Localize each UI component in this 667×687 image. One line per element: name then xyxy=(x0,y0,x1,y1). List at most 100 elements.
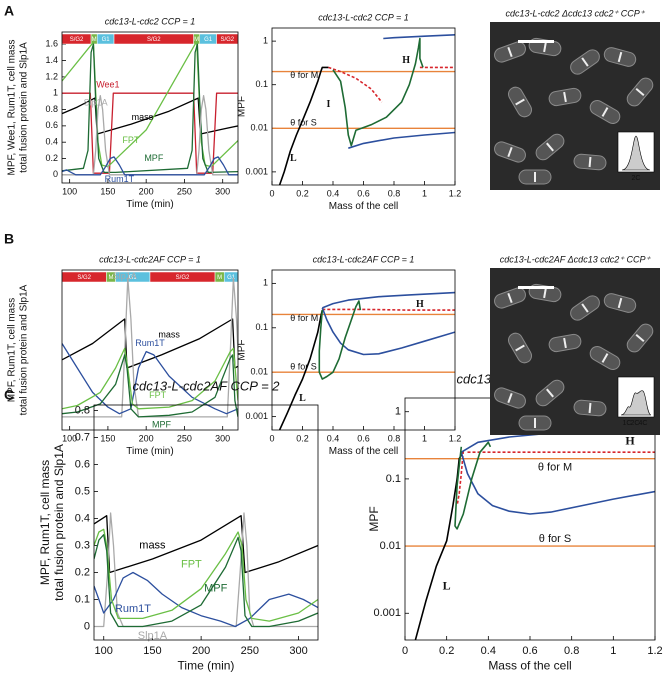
y-axis-label: MPF, Wee1, Rum1T, cell mass xyxy=(7,40,18,176)
y-tick-label: 0.8 xyxy=(45,104,58,114)
curve-annotation: H xyxy=(625,433,635,447)
septum xyxy=(543,41,547,53)
x-tick-label: 250 xyxy=(177,186,192,196)
septum xyxy=(534,172,536,182)
y-tick-label: 0.1 xyxy=(255,79,268,89)
series-label: MPF xyxy=(152,419,172,429)
series-label: mass xyxy=(132,112,154,122)
x-tick-label: 200 xyxy=(139,186,154,196)
x-tick-label: 100 xyxy=(62,186,77,196)
phase-label: M xyxy=(108,275,113,281)
x-axis-label: Mass of the cell xyxy=(329,201,398,212)
x-tick-label: 300 xyxy=(289,645,307,657)
septum xyxy=(588,156,592,168)
phase-label: G1 xyxy=(227,275,236,281)
threshold-label: θ for M xyxy=(290,70,318,80)
x-tick-label: 1 xyxy=(610,645,616,657)
series-label: mass xyxy=(158,330,180,340)
septum xyxy=(588,402,592,414)
x-tick-label: 100 xyxy=(62,433,77,443)
series-label: Rum1T xyxy=(105,174,135,184)
series-group xyxy=(278,291,455,430)
series-line xyxy=(456,450,655,506)
series-label: Rum1T xyxy=(135,338,165,348)
series-line xyxy=(62,354,238,418)
series-line xyxy=(383,34,455,40)
curve-annotation: H xyxy=(402,55,410,66)
septum xyxy=(543,287,547,299)
y-tick-label: 0.001 xyxy=(245,411,268,421)
y-tick-label: 1 xyxy=(263,278,268,288)
septum xyxy=(546,142,554,152)
series-line xyxy=(94,534,318,628)
panel-label: B xyxy=(4,231,14,247)
series-group xyxy=(62,41,238,176)
septum xyxy=(563,91,567,103)
x-tick-label: 0.2 xyxy=(439,645,454,657)
series-line xyxy=(322,308,455,311)
series-label: MPF xyxy=(204,583,228,595)
x-tick-label: 150 xyxy=(100,433,115,443)
curve-annotation: L xyxy=(443,578,451,592)
series-label: Slp1A xyxy=(84,97,108,107)
y-tick-label: 0.6 xyxy=(45,120,58,130)
x-tick-label: 1.2 xyxy=(449,433,462,443)
y-tick-label: 0.7 xyxy=(75,431,90,443)
x-tick-label: 100 xyxy=(95,645,113,657)
x-tick-label: 0.2 xyxy=(296,433,309,443)
y-tick-label: 0.01 xyxy=(250,123,268,133)
series-label: Slp1A xyxy=(113,271,137,281)
histogram xyxy=(620,390,652,416)
y-tick-label: 0.001 xyxy=(245,166,268,176)
series-line xyxy=(318,300,362,380)
y-tick-label: 1.2 xyxy=(45,71,58,81)
y-axis-label: MPF, Rum1T, cell mass xyxy=(38,460,52,585)
x-tick-label: 0.8 xyxy=(388,188,401,198)
chart-title: cdc13-L-cdc2 CCP = 1 xyxy=(105,16,195,26)
curve-annotation: H xyxy=(416,299,424,310)
series-line xyxy=(62,277,238,418)
x-tick-label: 150 xyxy=(100,186,115,196)
x-axis-label: Mass of the cell xyxy=(488,659,571,673)
series-label: MPF xyxy=(144,153,164,163)
septum xyxy=(507,392,513,404)
septum xyxy=(534,418,536,428)
x-tick-label: 200 xyxy=(192,645,210,657)
series-line xyxy=(94,515,318,574)
y-tick-label: 0.4 xyxy=(75,512,90,524)
septum xyxy=(515,344,525,352)
plot-frame xyxy=(61,269,239,431)
septum xyxy=(563,337,567,349)
series-line xyxy=(321,307,455,356)
x-tick-label: 300 xyxy=(215,186,230,196)
y-tick-label: 0.1 xyxy=(255,322,268,332)
curve-annotation: L xyxy=(299,393,306,404)
plot-frame xyxy=(271,27,456,186)
y-tick-label: 0.6 xyxy=(75,458,90,470)
phase-label: S/G2 xyxy=(176,275,190,281)
histogram-label: 1C xyxy=(623,420,632,427)
curve-annotation: L xyxy=(290,153,297,164)
series-line xyxy=(348,131,455,149)
x-tick-label: 200 xyxy=(139,433,154,443)
x-tick-label: 0 xyxy=(402,645,408,657)
phase-label: S/G2 xyxy=(70,37,84,43)
series-line xyxy=(62,97,238,135)
chart-title: cdc13-L-cdc2AF CCP = 2 xyxy=(132,378,280,393)
y-tick-label: 0.1 xyxy=(386,473,401,485)
phase-label: G1 xyxy=(129,275,138,281)
x-axis-label: Time (min) xyxy=(178,659,235,673)
x-tick-label: 0.4 xyxy=(327,188,340,198)
y-tick-label: 0.8 xyxy=(75,404,90,416)
plot-frame xyxy=(271,269,456,431)
x-tick-label: 1 xyxy=(422,188,427,198)
x-axis-label: Time (min) xyxy=(126,446,173,457)
phase-label: S/G2 xyxy=(77,275,91,281)
x-tick-label: 0.4 xyxy=(327,433,340,443)
phase-label: G1 xyxy=(204,37,213,43)
x-tick-label: 1.2 xyxy=(647,645,662,657)
scale-bar xyxy=(518,40,554,43)
x-tick-label: 0.4 xyxy=(481,645,496,657)
y-tick-label: 1 xyxy=(395,406,401,418)
